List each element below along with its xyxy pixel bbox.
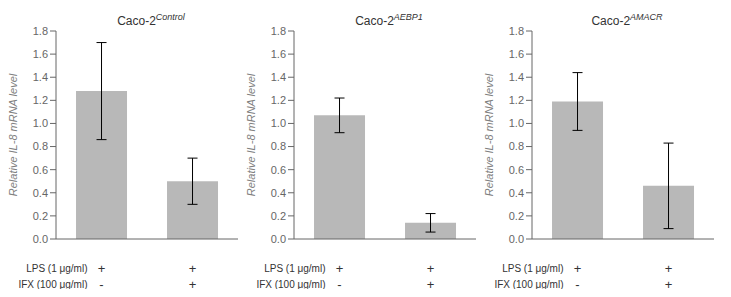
svg-text:-: - [337, 277, 341, 289]
svg-text:+: + [336, 261, 344, 276]
svg-text:IFX (100 μg/ml): IFX (100 μg/ml) [494, 279, 563, 289]
svg-text:Relative IL-8 mRNA level: Relative IL-8 mRNA level [484, 73, 495, 196]
svg-text:0.0: 0.0 [33, 233, 48, 245]
svg-text:1.6: 1.6 [271, 48, 286, 60]
svg-text:1.0: 1.0 [33, 117, 48, 129]
svg-text:0.8: 0.8 [271, 140, 286, 152]
svg-text:+: + [665, 261, 673, 276]
svg-text:1.4: 1.4 [33, 71, 48, 83]
svg-text:1.8: 1.8 [509, 26, 524, 37]
svg-text:1.4: 1.4 [271, 71, 286, 83]
svg-text:+: + [574, 261, 582, 276]
svg-text:1.2: 1.2 [271, 94, 286, 106]
svg-text:0.4: 0.4 [271, 187, 286, 199]
svg-text:Relative IL-8 mRNA level: Relative IL-8 mRNA level [246, 73, 257, 196]
svg-text:0.0: 0.0 [509, 233, 524, 245]
svg-text:+: + [665, 277, 673, 289]
svg-text:IFX (100 μg/ml): IFX (100 μg/ml) [256, 279, 325, 289]
svg-text:0.2: 0.2 [509, 210, 524, 222]
svg-text:LPS (1 μg/ml): LPS (1 μg/ml) [264, 263, 325, 274]
svg-text:0.8: 0.8 [509, 140, 524, 152]
svg-text:+: + [189, 261, 197, 276]
svg-text:0.2: 0.2 [271, 210, 286, 222]
svg-text:0.4: 0.4 [33, 187, 48, 199]
svg-text:1.0: 1.0 [509, 117, 524, 129]
svg-text:+: + [427, 261, 435, 276]
svg-text:1.2: 1.2 [33, 94, 48, 106]
html-text:Caco-2AEBP1: Caco-2AEBP1 [355, 12, 423, 28]
svg-text:+: + [98, 261, 106, 276]
svg-text:0.4: 0.4 [509, 187, 524, 199]
svg-text:LPS (1 μg/ml): LPS (1 μg/ml) [26, 263, 87, 274]
html-text:Caco-2AMACR: Caco-2AMACR [591, 12, 663, 28]
svg-text:0.6: 0.6 [271, 164, 286, 176]
svg-text:0.6: 0.6 [509, 164, 524, 176]
svg-text:1.6: 1.6 [509, 48, 524, 60]
svg-text:-: - [575, 277, 579, 289]
svg-text:1.8: 1.8 [271, 26, 286, 37]
svg-text:1.4: 1.4 [509, 71, 524, 83]
svg-text:1.2: 1.2 [509, 94, 524, 106]
svg-text:0.6: 0.6 [33, 164, 48, 176]
svg-text:0.2: 0.2 [33, 210, 48, 222]
svg-text:+: + [427, 277, 435, 289]
svg-text:+: + [189, 277, 197, 289]
svg-text:-: - [99, 277, 103, 289]
svg-text:1.8: 1.8 [33, 26, 48, 37]
svg-text:0.0: 0.0 [271, 233, 286, 245]
svg-text:1.6: 1.6 [33, 48, 48, 60]
svg-text:LPS (1 μg/ml): LPS (1 μg/ml) [502, 263, 563, 274]
svg-text:IFX (100 μg/ml): IFX (100 μg/ml) [18, 279, 87, 289]
html-text:Caco-2Control: Caco-2Control [117, 12, 185, 28]
svg-text:1.0: 1.0 [271, 117, 286, 129]
svg-text:0.8: 0.8 [33, 140, 48, 152]
svg-text:Relative IL-8 mRNA level: Relative IL-8 mRNA level [8, 73, 19, 196]
